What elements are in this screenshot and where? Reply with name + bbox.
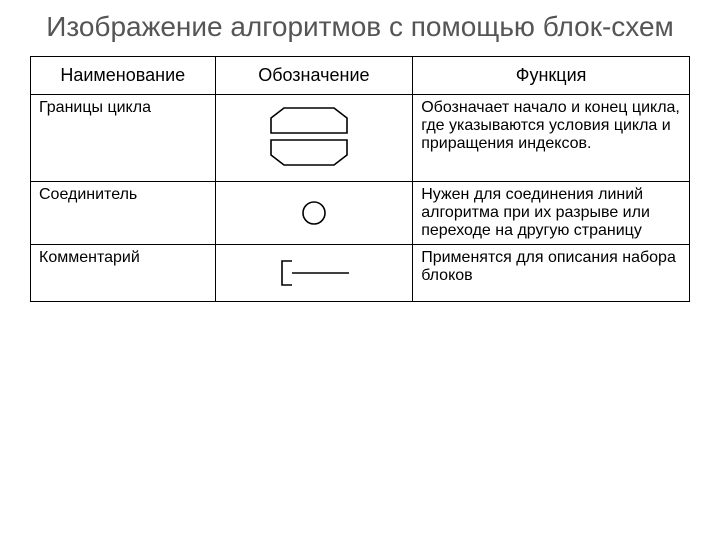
row-name: Границы цикла <box>31 94 216 181</box>
flowchart-table: Наименование Обозначение Функция Границы… <box>30 56 690 302</box>
column-header-name: Наименование <box>31 56 216 94</box>
row-symbol <box>215 94 413 181</box>
column-header-symbol: Обозначение <box>215 56 413 94</box>
row-function: Применятся для описания набора блоков <box>413 244 690 301</box>
loop-bounds-icon <box>269 103 359 173</box>
table-row: Комментарий Применятся для описания набо… <box>31 244 690 301</box>
row-name: Соединитель <box>31 181 216 244</box>
comment-icon <box>264 253 364 293</box>
connector-icon <box>299 198 329 228</box>
row-function: Нужен для соединения линий алгоритма при… <box>413 181 690 244</box>
table-row: Соединитель Нужен для соединения линий а… <box>31 181 690 244</box>
row-symbol <box>215 181 413 244</box>
page-title: Изображение алгоритмов с помощью блок-сх… <box>30 10 690 44</box>
row-symbol <box>215 244 413 301</box>
column-header-function: Функция <box>413 56 690 94</box>
row-name: Комментарий <box>31 244 216 301</box>
row-function: Обозначает начало и конец цикла, где ука… <box>413 94 690 181</box>
table-row: Границы цикла Обозначает начало и конец … <box>31 94 690 181</box>
